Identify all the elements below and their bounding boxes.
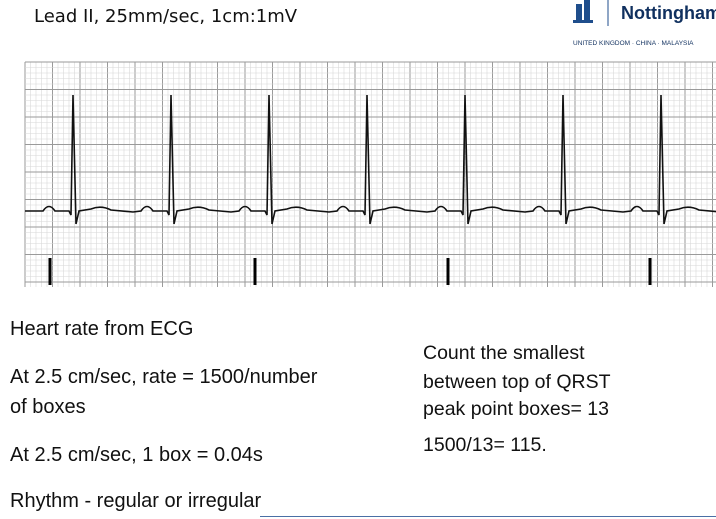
- note-text: 1500/13= 115.: [423, 434, 547, 456]
- ecg-strip: [24, 61, 716, 287]
- logo-name: Nottingham: [621, 3, 716, 23]
- body-text: Heart rate from ECG: [10, 318, 194, 340]
- logo-tagline: UNITED KINGDOM · CHINA · MALAYSIA: [573, 40, 694, 47]
- logo: Nottingham UNITED KINGDOM · CHINA · MALA…: [573, 0, 716, 47]
- body-text: of boxes: [10, 396, 86, 418]
- note-text: between top of QRST: [423, 371, 611, 393]
- slide-title: Lead II, 25mm/sec, 1cm:1mV: [34, 6, 298, 27]
- ecg-trace: [25, 94, 716, 225]
- body-text: At 2.5 cm/sec, rate = 1500/number: [10, 366, 318, 388]
- logo-emblem: [573, 20, 593, 23]
- body-text: At 2.5 cm/sec, 1 box = 0.04s: [10, 444, 263, 466]
- note-text: peak point boxes= 13: [423, 398, 609, 420]
- note-text: Count the smallest: [423, 342, 585, 364]
- footer-rule: [260, 516, 716, 517]
- logo-emblem: [584, 0, 590, 20]
- body-text: Rhythm - regular or irregular: [10, 490, 262, 512]
- logo-emblem: [576, 4, 582, 20]
